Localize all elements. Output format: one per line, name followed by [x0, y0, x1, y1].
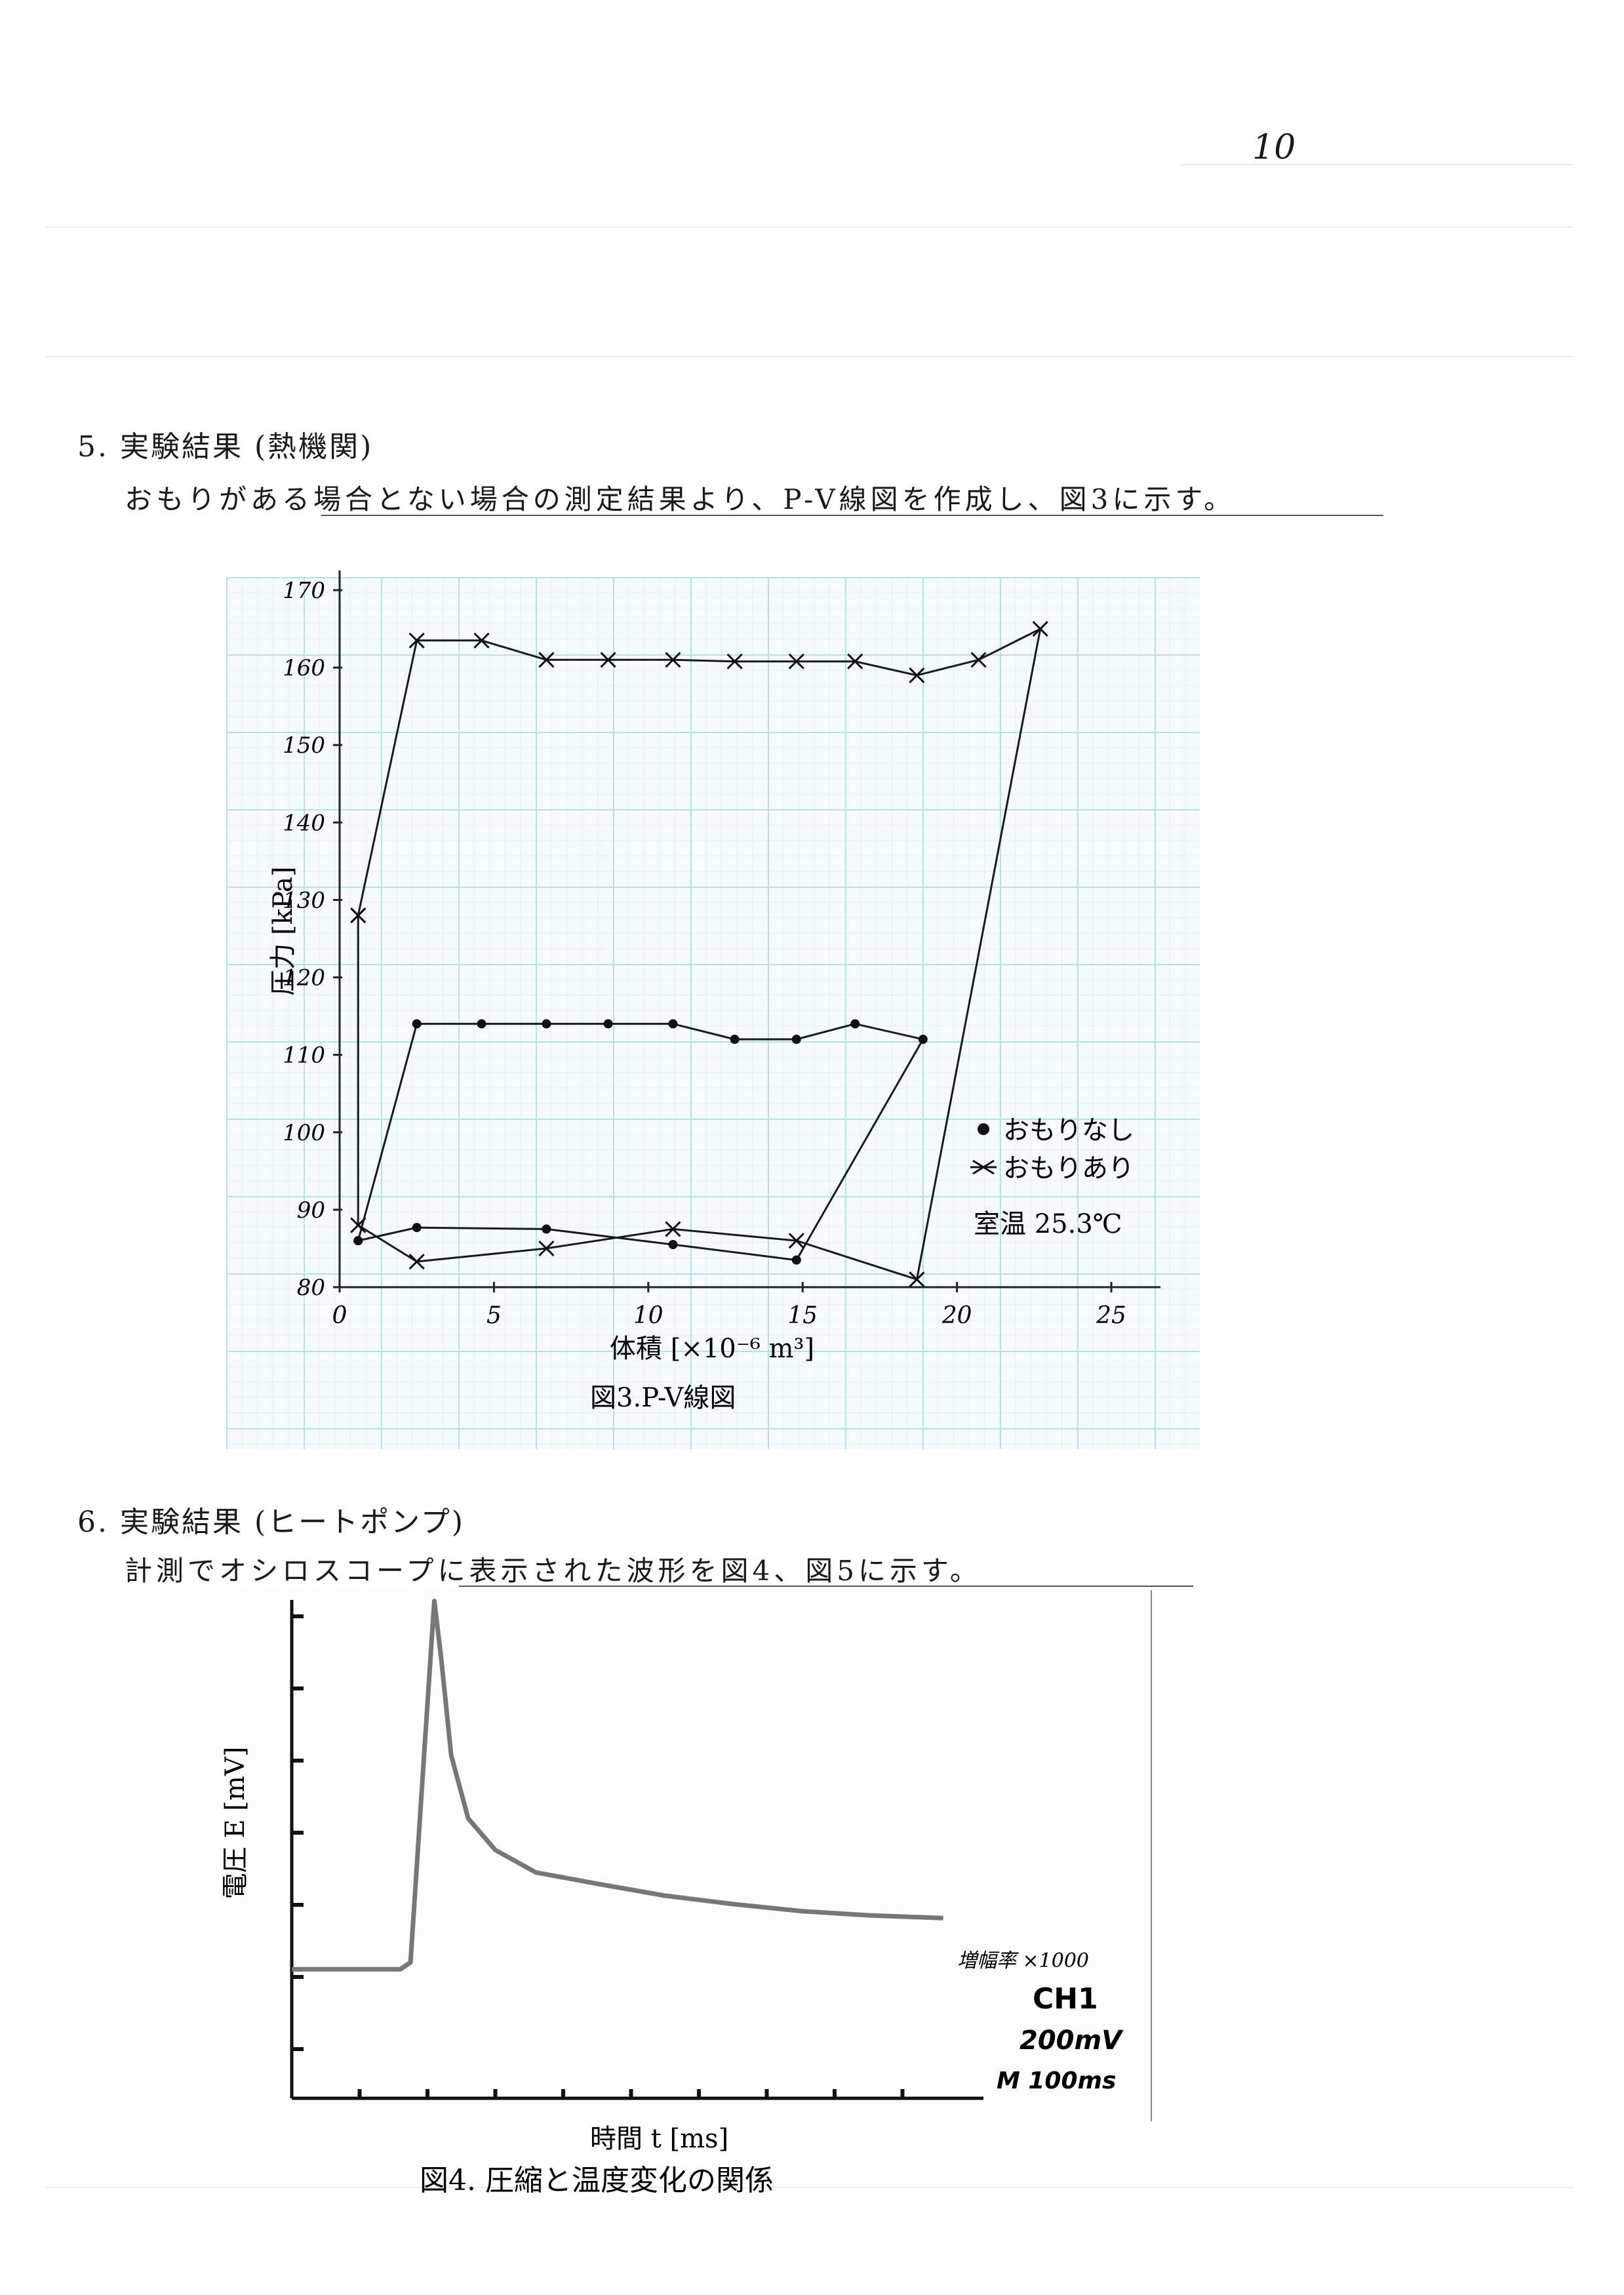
pv-point-with-weight — [788, 1233, 804, 1249]
pv-point-without-weight — [791, 1255, 801, 1265]
pv-x-tick-label: 15 — [787, 1302, 818, 1329]
pv-y-tick-label: 160 — [283, 655, 325, 681]
pv-point-with-weight — [538, 652, 555, 668]
pv-point-with-weight — [847, 653, 863, 669]
graph-paper — [226, 577, 1200, 1449]
pv-point-without-weight — [730, 1035, 740, 1045]
legend-cross-marker — [970, 1159, 997, 1175]
pv-y-tick-label: 120 — [283, 965, 325, 991]
section6-heading: 6. 実験結果 (ヒートポンプ) — [77, 1506, 465, 1539]
page-number: 10 — [1252, 128, 1296, 167]
pv-point-without-weight — [791, 1035, 801, 1045]
legend-dot-marker — [978, 1123, 989, 1135]
ruled-line — [1180, 164, 1574, 165]
pv-point-without-weight — [918, 1035, 928, 1045]
scope-chart: 電圧 E [mV] 時間 t [ms] 図4. 圧縮と温度変化の関係 増幅率 ×… — [220, 1599, 1124, 2197]
pv-y-tick-label: 130 — [283, 887, 325, 913]
section6-text: 計測でオシロスコープに表示された波形を図4、図5に示す。 — [125, 1555, 981, 1587]
pv-caption: 図3.P-V線図 — [590, 1383, 736, 1413]
pv-point-without-weight — [603, 1019, 613, 1029]
ruled-line — [46, 356, 1574, 357]
text-underline — [459, 1586, 1193, 1587]
pv-series-line-0 — [357, 1022, 924, 1262]
pv-x-ticks: 0 5 10 15 20 25 — [332, 1282, 1126, 1329]
section5-heading: 5. 実験結果 (熱機関) — [77, 430, 374, 464]
pv-point-without-weight — [542, 1019, 551, 1029]
pv-y-ticks: 80 90 100 110 120 130 140 150 160 170 — [283, 578, 342, 1301]
text-underline — [321, 515, 1383, 516]
ruled-line — [46, 2187, 1574, 2188]
pv-point-with-weight — [665, 1221, 681, 1237]
pv-point-with-weight — [909, 667, 925, 683]
pv-point-without-weight — [412, 1019, 422, 1029]
pv-point-without-weight — [850, 1019, 860, 1029]
pv-y-tick-label: 90 — [297, 1197, 325, 1224]
pv-point-with-weight — [788, 653, 804, 669]
pv-point-without-weight — [477, 1019, 486, 1029]
scope-caption: 図4. 圧縮と温度変化の関係 — [420, 2164, 774, 2197]
scope-gain-label: 増幅率 ×1000 — [957, 1949, 1089, 1972]
pv-point-without-weight — [353, 1236, 363, 1246]
legend-label-without-weight: おもりなし — [1003, 1115, 1134, 1146]
pv-y-tick-label: 170 — [283, 578, 325, 604]
pv-series-line-1 — [357, 628, 1042, 1281]
scope-timebase-label: M 100ms — [997, 2067, 1116, 2094]
pv-y-tick-label: 150 — [283, 732, 325, 759]
pv-x-tick-label: 25 — [1096, 1302, 1126, 1329]
scope-y-axis-label: 電圧 E [mV] — [220, 1747, 250, 1900]
pv-x-tick-label: 0 — [332, 1302, 347, 1329]
pv-point-with-weight — [408, 632, 425, 649]
legend-label-with-weight: おもりあり — [1003, 1153, 1134, 1184]
pv-x-tick-label: 5 — [486, 1302, 502, 1329]
pv-point-with-weight — [600, 652, 616, 668]
ruled-line — [46, 226, 1574, 228]
pv-x-axis-label: 体積 [×10⁻⁶ m³] — [610, 1334, 814, 1364]
pv-chart: 0 5 10 15 20 25 8090100110120130140150160170 … — [268, 570, 1160, 1413]
pv-y-axis-label: 圧力 [kPa] — [268, 866, 298, 995]
pv-point-without-weight — [668, 1240, 678, 1250]
pv-point-with-weight — [909, 1271, 925, 1288]
pv-x-tick-label: 10 — [633, 1302, 663, 1329]
scope-channel-label: CH1 — [1033, 1982, 1098, 2016]
pv-point-with-weight — [970, 652, 987, 668]
pv-series — [350, 620, 1048, 1288]
pv-point-with-weight — [350, 908, 366, 924]
scope-x-axis-label: 時間 t [ms] — [590, 2124, 728, 2154]
pv-point-with-weight — [726, 653, 743, 669]
scope-waveform — [292, 1599, 943, 1972]
pv-point-with-weight — [408, 1253, 425, 1270]
section5-text: おもりがある場合とない場合の測定結果より、P-V線図を作成し、図3に示す。 — [125, 483, 1236, 515]
pv-point-with-weight — [473, 632, 490, 649]
pv-point-with-weight — [1032, 620, 1048, 637]
pv-point-with-weight — [665, 652, 681, 668]
scope-volts-label: 200mV — [1020, 2026, 1124, 2056]
pv-y-tick-label: 100 — [283, 1120, 325, 1146]
room-temperature-note: 室温 25.3℃ — [974, 1209, 1122, 1239]
oscilloscope-printout — [233, 1590, 1152, 2121]
pv-point-with-weight — [350, 1217, 366, 1233]
pv-point-without-weight — [542, 1224, 551, 1234]
pv-point-without-weight — [412, 1223, 422, 1233]
scope-ticks — [292, 1614, 905, 2098]
pv-y-tick-label: 110 — [283, 1043, 325, 1069]
pv-point-without-weight — [668, 1019, 678, 1029]
pv-y-tick-label: 140 — [283, 810, 325, 836]
pv-y-tick-label: 80 — [297, 1275, 325, 1301]
pv-x-tick-label: 20 — [941, 1302, 972, 1329]
pv-point-with-weight — [538, 1240, 555, 1257]
